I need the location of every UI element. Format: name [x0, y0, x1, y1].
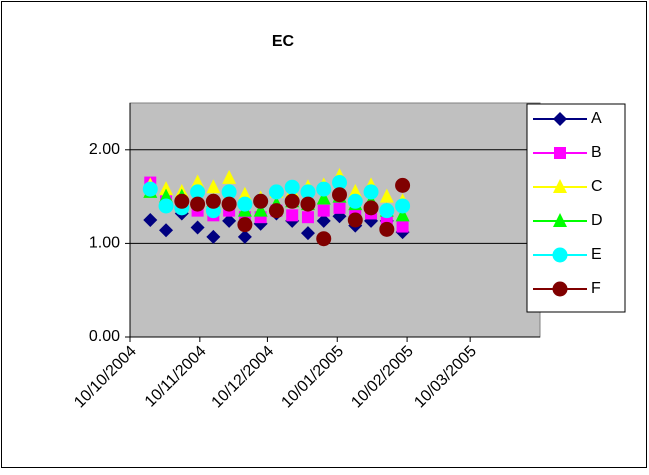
- data-point: [159, 188, 174, 203]
- data-point: [348, 183, 363, 198]
- legend-label: F: [591, 280, 601, 297]
- data-point: [237, 217, 253, 233]
- data-point: [206, 229, 221, 244]
- legend-marker: [553, 179, 567, 193]
- data-point: [143, 213, 158, 227]
- data-point: [332, 175, 348, 191]
- data-point: [222, 169, 237, 184]
- y-tick-label: 2.00: [89, 141, 120, 158]
- data-point: [363, 184, 379, 200]
- data-point: [316, 213, 331, 228]
- legend-marker: [553, 213, 567, 227]
- data-point: [379, 203, 395, 219]
- data-point: [268, 184, 284, 200]
- legend-label: C: [591, 178, 603, 195]
- data-point: [347, 193, 363, 209]
- data-point: [268, 203, 284, 219]
- data-point: [300, 196, 316, 212]
- plot-area: [129, 102, 541, 338]
- data-point: [159, 181, 174, 196]
- data-point: [206, 179, 221, 194]
- data-point: [347, 212, 363, 228]
- data-point: [332, 187, 348, 203]
- y-tick-label: 0.00: [89, 328, 120, 345]
- legend-box: [526, 103, 626, 313]
- legend-label: D: [591, 212, 603, 229]
- data-point: [395, 207, 410, 222]
- data-point: [301, 211, 314, 224]
- data-point: [316, 181, 332, 197]
- legend-marker: [553, 112, 567, 126]
- data-point: [379, 188, 394, 203]
- legend-marker: [554, 147, 566, 159]
- chart-title: EC: [272, 33, 295, 50]
- y-tick-label: 1.00: [89, 235, 120, 252]
- legend-marker: [552, 247, 568, 263]
- data-point: [300, 226, 315, 241]
- data-point: [316, 190, 331, 205]
- data-point: [221, 196, 237, 212]
- data-point: [221, 184, 237, 200]
- data-point: [253, 202, 268, 217]
- data-point: [379, 221, 395, 237]
- data-point: [395, 177, 411, 193]
- data-point: [300, 184, 316, 200]
- data-point: [317, 204, 330, 217]
- legend-label: B: [591, 144, 602, 161]
- data-point: [237, 229, 252, 244]
- data-point: [190, 196, 206, 212]
- data-point: [284, 193, 300, 209]
- legend-label: E: [591, 246, 602, 263]
- legend-marker: [552, 281, 568, 297]
- data-point: [286, 209, 299, 222]
- data-point: [174, 193, 190, 209]
- data-point: [396, 220, 409, 233]
- legend-label: A: [591, 110, 602, 127]
- data-point: [190, 184, 206, 200]
- data-point: [190, 174, 205, 189]
- data-point: [316, 231, 332, 247]
- data-point: [237, 196, 253, 212]
- data-point: [237, 186, 252, 201]
- data-point: [253, 193, 269, 209]
- data-point: [158, 198, 174, 214]
- data-point: [205, 193, 221, 209]
- data-point: [159, 223, 174, 238]
- data-point: [222, 213, 237, 228]
- data-point: [333, 201, 346, 214]
- data-point: [284, 179, 300, 195]
- data-point: [142, 181, 158, 197]
- data-point: [190, 220, 205, 235]
- data-point: [395, 198, 411, 214]
- data-point: [363, 200, 379, 216]
